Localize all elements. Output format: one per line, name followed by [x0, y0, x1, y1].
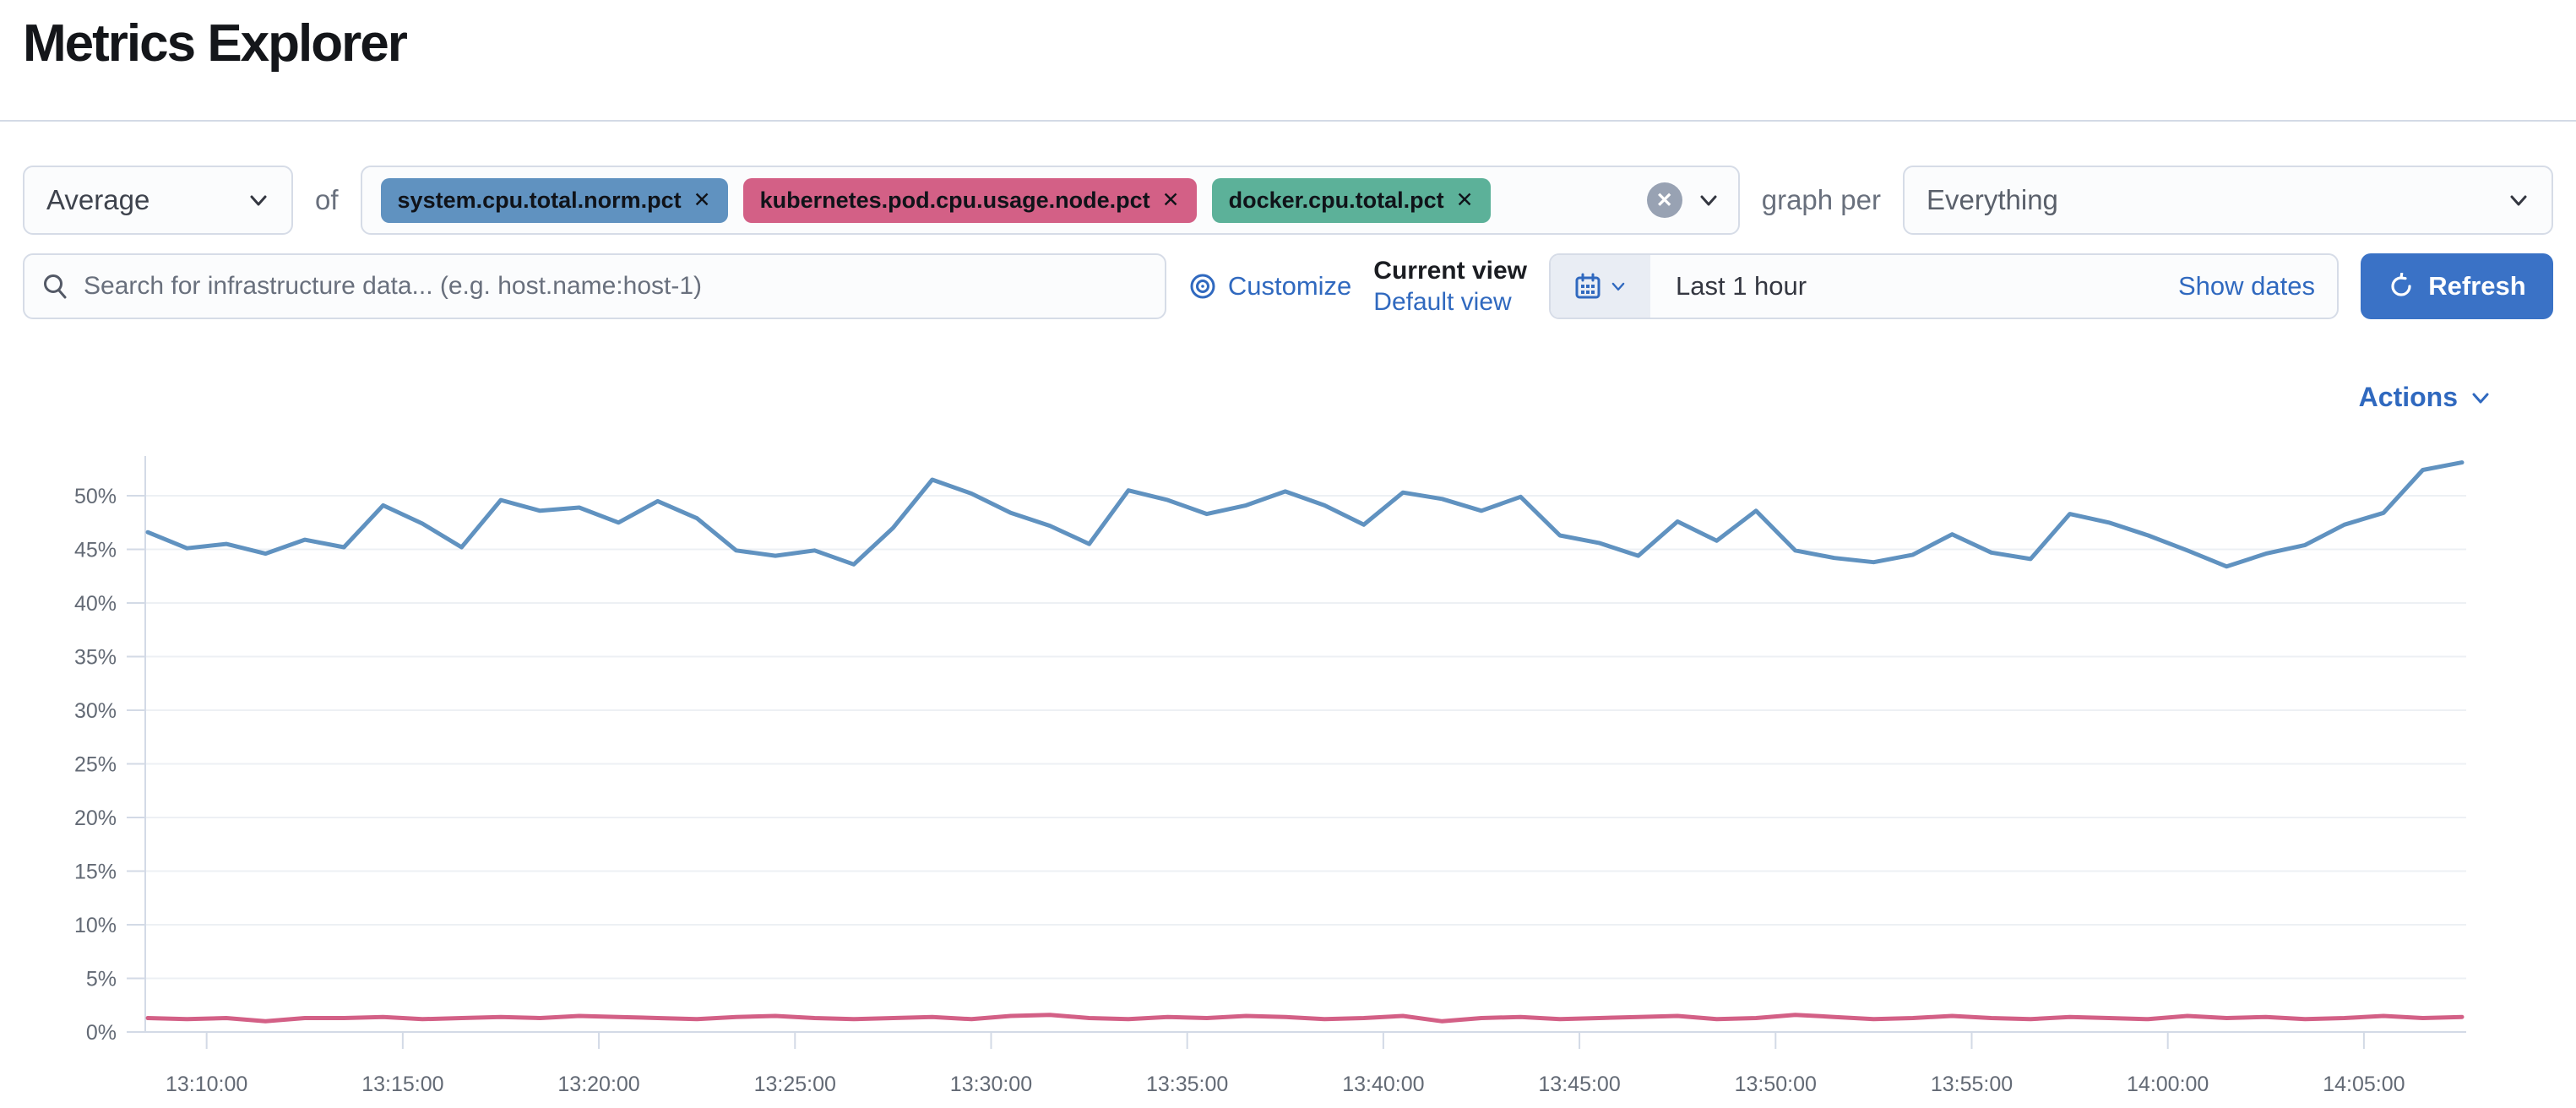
metric-builder-row: Average of system.cpu.total.norm.pct ✕ k… [23, 166, 2553, 235]
svg-text:13:35:00: 13:35:00 [1146, 1073, 1228, 1096]
metric-pill[interactable]: system.cpu.total.norm.pct ✕ [380, 177, 728, 223]
svg-text:0%: 0% [86, 1021, 117, 1045]
svg-text:13:15:00: 13:15:00 [361, 1073, 443, 1096]
search-box[interactable] [23, 253, 1166, 319]
search-icon [44, 274, 67, 299]
refresh-icon [2391, 273, 2411, 296]
chevron-down-icon [1611, 282, 1625, 291]
metric-pill[interactable]: docker.cpu.total.pct ✕ [1211, 177, 1491, 223]
combobox-controls: ✕ [1646, 182, 1720, 218]
actions-label: Actions [2358, 382, 2458, 412]
chevron-down-icon [2472, 393, 2489, 403]
customize-label: Customize [1227, 271, 1352, 301]
svg-text:13:25:00: 13:25:00 [754, 1073, 836, 1096]
page-title: Metrics Explorer [23, 14, 408, 73]
search-input[interactable] [84, 272, 1148, 301]
svg-text:13:40:00: 13:40:00 [1342, 1073, 1424, 1096]
svg-text:13:30:00: 13:30:00 [950, 1073, 1032, 1096]
default-view-link[interactable]: Default view [1373, 288, 1512, 316]
svg-text:5%: 5% [86, 968, 117, 991]
group-by-value: Everything [1927, 184, 2058, 215]
svg-text:15%: 15% [74, 861, 117, 884]
current-view-label: Current view [1373, 256, 1527, 285]
time-range-value[interactable]: Last 1 hour [1676, 271, 1807, 301]
svg-text:35%: 35% [74, 646, 117, 670]
svg-text:14:00:00: 14:00:00 [2127, 1073, 2209, 1096]
svg-text:14:05:00: 14:05:00 [2323, 1073, 2405, 1096]
header-divider [0, 120, 2576, 122]
customize-button[interactable]: Customize [1188, 253, 1351, 319]
svg-text:20%: 20% [74, 807, 117, 830]
chevron-down-icon[interactable] [1698, 189, 1720, 211]
aggregation-select[interactable]: Average [23, 166, 293, 235]
svg-text:13:55:00: 13:55:00 [1931, 1073, 2013, 1096]
svg-text:13:10:00: 13:10:00 [166, 1073, 247, 1096]
svg-text:45%: 45% [74, 539, 117, 562]
metric-pill-label: kubernetes.pod.cpu.usage.node.pct [759, 187, 1150, 213]
actions-menu-button[interactable]: Actions [2359, 382, 2492, 413]
svg-text:25%: 25% [74, 753, 117, 777]
date-picker[interactable]: Last 1 hour Show dates [1549, 253, 2339, 319]
svg-text:13:45:00: 13:45:00 [1538, 1073, 1620, 1096]
aggregation-value: Average [46, 184, 150, 215]
chevron-down-icon [250, 195, 267, 206]
remove-metric-icon[interactable]: ✕ [1455, 188, 1474, 212]
date-picker-menu-button[interactable] [1551, 255, 1650, 318]
metrics-combobox[interactable]: system.cpu.total.norm.pct ✕ kubernetes.p… [360, 166, 1740, 235]
remove-metric-icon[interactable]: ✕ [693, 188, 711, 212]
svg-text:50%: 50% [74, 485, 117, 508]
customize-icon [1190, 274, 1215, 299]
chevron-down-icon [2510, 195, 2527, 206]
refresh-button[interactable]: Refresh [2361, 253, 2553, 319]
show-dates-link[interactable]: Show dates [2178, 271, 2315, 301]
group-by-select[interactable]: Everything [1903, 166, 2553, 235]
search-time-row: Customize Current view Default view Last… [23, 253, 2553, 319]
metric-pill-label: system.cpu.total.norm.pct [397, 187, 682, 213]
svg-text:13:50:00: 13:50:00 [1735, 1073, 1817, 1096]
remove-metric-icon[interactable]: ✕ [1161, 188, 1180, 212]
svg-text:30%: 30% [74, 699, 117, 723]
refresh-label: Refresh [2428, 271, 2526, 301]
metric-pill-label: docker.cpu.total.pct [1228, 187, 1444, 213]
svg-text:40%: 40% [74, 592, 117, 616]
calendar-icon [1575, 273, 1600, 299]
svg-text:10%: 10% [74, 914, 117, 937]
of-label: of [315, 184, 339, 215]
view-switcher: Current view Default view [1373, 253, 1527, 319]
clear-all-icon[interactable]: ✕ [1646, 182, 1682, 218]
metric-pill[interactable]: kubernetes.pod.cpu.usage.node.pct ✕ [742, 177, 1197, 223]
graph-per-label: graph per [1761, 184, 1881, 215]
svg-text:13:20:00: 13:20:00 [557, 1073, 639, 1096]
